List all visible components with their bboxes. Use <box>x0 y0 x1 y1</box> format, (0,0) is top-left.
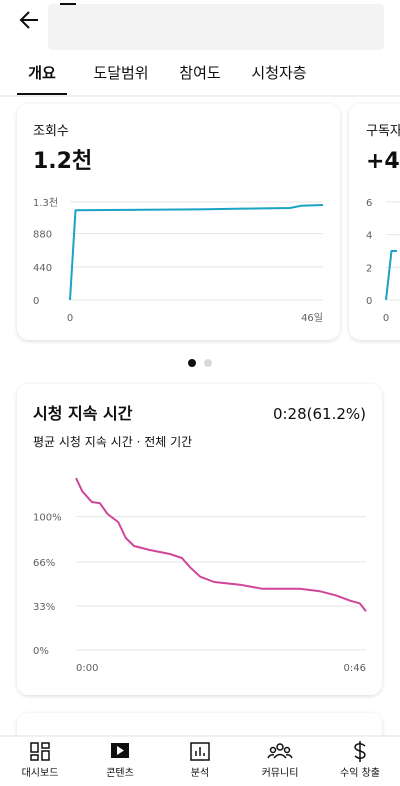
tab-label: 참여도 <box>179 64 221 82</box>
card-background <box>17 384 382 695</box>
card-subtitle: 평균 시청 지속 시간 · 전체 기간 <box>33 435 192 449</box>
tab[interactable]: 참여도 <box>179 64 221 82</box>
carousel-dot-active[interactable] <box>188 359 196 367</box>
card-title: 구독자 <box>366 124 400 139</box>
tab-label: 시청자층 <box>251 64 306 82</box>
y-tick-label: 2 <box>366 263 372 274</box>
nav-item[interactable]: 콘텐츠 <box>106 743 134 779</box>
back-arrow <box>19 11 38 29</box>
tab-indicator <box>17 93 67 95</box>
y-tick-label: 66% <box>33 558 55 569</box>
y-tick-label: 6 <box>366 198 372 209</box>
card-title: 조회수 <box>33 124 69 139</box>
x-tick-label: 0 <box>383 313 389 324</box>
community-icon <box>267 743 293 759</box>
metric-card[interactable]: 조회수 1.2천 <box>17 104 340 340</box>
y-tick-label: 0 <box>366 296 372 307</box>
y-tick-label: 4 <box>366 231 372 242</box>
dashboard-icon <box>30 742 50 761</box>
nav-item[interactable]: 커뮤니티 <box>262 743 299 779</box>
bottom-nav <box>0 736 400 786</box>
analytics-icon <box>190 742 210 761</box>
y-tick-label: 1.3천 <box>33 197 58 209</box>
x-tick-label: 0 <box>67 313 73 324</box>
nav-label: 콘텐츠 <box>106 767 134 779</box>
line-chart: 0% 33% 66% 100% 0:00 0:46 <box>33 477 367 674</box>
carousel-dot[interactable] <box>204 359 212 367</box>
metric-card[interactable]: 구독자 +4 <box>349 104 400 340</box>
x-tick-label: 46일 <box>301 312 323 324</box>
title-fragment <box>60 3 76 5</box>
line-chart: 0 440 880 1.3천 0 46일 <box>33 197 324 324</box>
tab[interactable]: 도달범위 <box>93 64 148 82</box>
y-tick-label: 880 <box>33 230 52 241</box>
tab-label: 도달범위 <box>93 64 148 82</box>
card-value: 0:28(61.2%) <box>273 405 366 423</box>
nav-label: 수익 창출 <box>340 767 380 779</box>
card-background <box>349 104 400 340</box>
data-line <box>385 250 397 301</box>
content-icon <box>111 743 129 758</box>
card-background <box>17 104 340 340</box>
data-line <box>69 204 324 301</box>
line-chart: 0 2 4 6 0 <box>366 198 400 324</box>
earn-icon <box>354 741 366 762</box>
nav-label: 대시보드 <box>22 767 59 779</box>
tab[interactable]: 시청자층 <box>251 64 306 82</box>
y-tick-label: 0% <box>33 646 49 657</box>
y-tick-label: 440 <box>33 263 52 274</box>
x-tick-label: 0:00 <box>76 663 98 674</box>
back-button[interactable] <box>19 11 38 29</box>
y-tick-label: 33% <box>33 602 55 613</box>
retention-card[interactable]: 시청 지속 시간 0:28(61.2%) 평균 시청 지속 시간 · 전체 기간 <box>17 384 382 695</box>
y-tick-label: 100% <box>33 513 62 524</box>
nav-label: 커뮤니티 <box>262 767 299 779</box>
tab-label: 개요 <box>28 64 56 82</box>
card-value: 1.2천 <box>33 149 92 174</box>
title-placeholder <box>48 4 384 50</box>
nav-item[interactable]: 대시보드 <box>22 742 59 779</box>
y-tick-label: 0 <box>33 296 39 307</box>
x-tick-label: 0:46 <box>344 663 366 674</box>
card-title: 시청 지속 시간 <box>33 404 133 423</box>
data-line <box>75 477 367 612</box>
tab[interactable]: 개요 <box>28 64 56 82</box>
nav-item[interactable]: 수익 창출 <box>340 741 380 779</box>
nav-label: 분석 <box>191 767 209 779</box>
card-value: +4 <box>366 149 400 174</box>
nav-item[interactable]: 분석 <box>190 742 210 779</box>
